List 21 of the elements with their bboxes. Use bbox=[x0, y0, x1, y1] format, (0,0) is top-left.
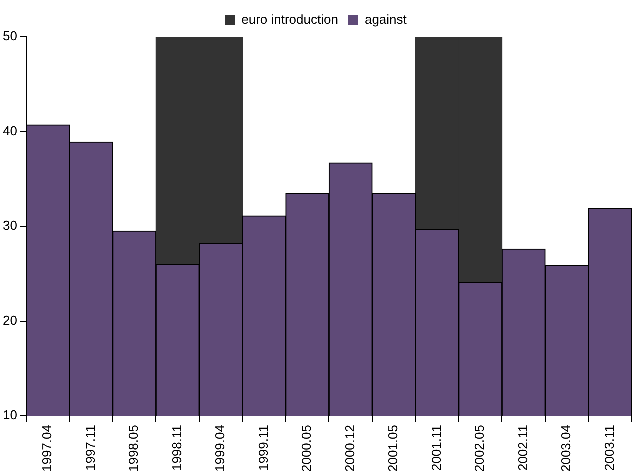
legend-label: euro introduction bbox=[242, 12, 338, 28]
y-tick-label: 50 bbox=[2, 28, 18, 44]
x-tick-label: 1999.11 bbox=[256, 425, 271, 472]
x-tick-label: 1998.05 bbox=[126, 425, 142, 472]
y-tick-label: 30 bbox=[2, 218, 18, 234]
x-tick-label: 2000.12 bbox=[342, 425, 358, 472]
x-tick-label: 1997.04 bbox=[40, 425, 55, 472]
y-tick-label: 40 bbox=[2, 123, 18, 138]
y-tick-label: 10 bbox=[2, 408, 18, 423]
x-tick-label: 1999.04 bbox=[212, 425, 228, 472]
legend-label: against bbox=[364, 12, 408, 28]
x-tick-label: 2002.05 bbox=[472, 425, 488, 472]
y-tick-label: 20 bbox=[2, 312, 18, 328]
x-tick-label: 1997.11 bbox=[82, 425, 98, 472]
x-tick-label: 2003.04 bbox=[558, 425, 574, 472]
x-tick-label: 1998.11 bbox=[169, 425, 184, 472]
x-tick-label: 2003.11 bbox=[602, 425, 617, 472]
x-tick-label: 2002.11 bbox=[515, 425, 530, 472]
x-tick-label: 2001.05 bbox=[386, 425, 401, 472]
x-tick-label: 2000.05 bbox=[299, 425, 314, 472]
x-tick-label: 2001.11 bbox=[428, 425, 444, 472]
